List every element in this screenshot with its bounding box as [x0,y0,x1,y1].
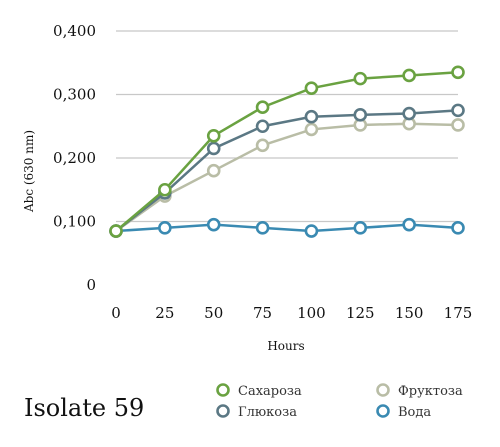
data-point [451,118,465,132]
y-tick-label: 0 [86,276,96,294]
x-tick-label: 125 [346,304,375,322]
legend-marker [376,404,390,418]
legend-item: Вода [376,404,431,420]
data-point [402,217,416,232]
x-tick-label: 150 [395,304,424,322]
legend-label: Фруктоза [398,384,463,399]
gridlines [116,30,458,223]
legend-item: Фруктоза [376,383,463,399]
y-tick-label: 0,300 [53,86,96,104]
x-axis-title: Hours [267,339,304,353]
series-line [115,71,459,232]
data-point [353,108,368,122]
isolate-caption: Isolate 59 [24,394,145,422]
legend: Сахароза Глюкоза Фруктоза Вода [216,383,463,420]
data-point [402,106,416,121]
data-point [353,71,368,86]
y-tick-label: 0,100 [53,213,96,231]
y-tick-labels: 0 0,100 0,200 0,300 0,400 [53,22,96,294]
legend-label: Вода [398,405,431,420]
x-tick-label: 25 [155,304,174,322]
data-point [451,221,465,235]
legend-marker [216,404,230,418]
legend-marker [376,383,390,397]
legend-marker [216,383,230,397]
data-point [206,163,221,178]
y-tick-label: 0,200 [53,149,96,167]
legend-label: Глюкоза [238,405,297,420]
data-point [304,81,319,95]
data-point [206,128,221,143]
data-point [304,109,319,124]
x-tick-labels: 0 25 50 75 100 125 150 175 [111,304,472,322]
x-tick-label: 100 [297,304,326,322]
series-group [109,65,465,238]
y-tick-label: 0,400 [53,22,96,40]
x-tick-label: 0 [111,304,121,322]
data-point [304,224,319,238]
y-axis-title: Abc (630 nm) [22,130,36,213]
legend-label: Сахароза [238,384,302,399]
data-point [206,217,221,232]
data-point [255,138,270,153]
data-point [255,100,270,114]
data-point [304,122,319,137]
data-point [255,119,270,134]
legend-item: Сахароза [216,383,302,399]
series-line [115,223,459,233]
series-1 [109,65,465,238]
series-line [115,109,459,233]
x-tick-label: 75 [253,304,272,322]
x-tick-label: 175 [444,304,473,322]
data-point [206,141,221,156]
data-point [255,221,270,235]
data-point [158,221,172,235]
data-point [158,182,172,197]
data-point [109,224,123,238]
legend-item: Глюкоза [216,404,297,420]
series-line [115,122,459,233]
x-tick-label: 50 [204,304,223,322]
data-point [451,65,465,80]
data-point [451,103,465,118]
data-point [402,68,416,83]
data-point [353,221,368,235]
